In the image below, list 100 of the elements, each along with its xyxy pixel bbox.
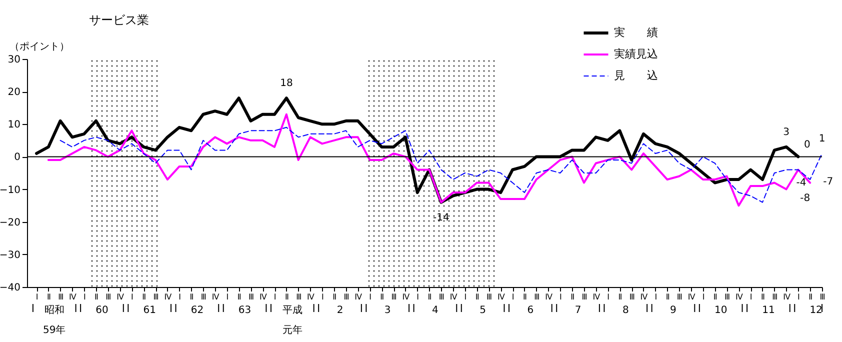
x-tick-label: Ⅳ <box>450 292 458 302</box>
x-tick-label: Ⅳ <box>592 292 601 302</box>
y-axis-title: （ポイント） <box>10 42 70 52</box>
x-tick-label: Ⅰ <box>178 292 182 302</box>
data-label: 3 <box>783 126 790 138</box>
x-tick-label: Ⅰ <box>654 292 658 302</box>
x-tick-label: Ⅰ <box>416 292 420 302</box>
y-tick-label: −20 <box>0 217 20 228</box>
y-tick-label: −40 <box>0 282 20 294</box>
legend-label: 見 込 <box>614 69 658 82</box>
data-label: -4 <box>796 178 806 189</box>
x-tick-label: Ⅳ <box>402 292 410 302</box>
x-tick-label: Ⅱ <box>428 292 432 302</box>
x-tick-label: Ⅳ <box>307 292 316 302</box>
text: 61 <box>143 305 156 316</box>
y-tick-label: 30 <box>8 54 20 66</box>
text: 60 <box>96 305 108 316</box>
x-tick-label: Ⅰ <box>512 292 514 302</box>
x-tick-label: Ⅱ <box>570 292 575 302</box>
x-tick-label: Ⅰ <box>464 292 467 302</box>
x-tick-label: Ⅲ <box>438 292 444 302</box>
data-label: -7 <box>823 176 834 188</box>
x-tick-label: Ⅱ <box>332 292 337 302</box>
chart-title: サービス業 <box>89 13 149 27</box>
x-tick-label: Ⅲ <box>248 292 254 302</box>
legend-label: 実 績 <box>614 26 658 39</box>
x-tick-label: Ⅰ <box>36 292 38 302</box>
x-tick-label: Ⅱ <box>761 292 766 302</box>
x-tick-label: Ⅲ <box>200 292 206 302</box>
x-tick-label: Ⅲ <box>582 292 588 302</box>
x-tick-label: Ⅲ <box>296 292 302 302</box>
x-tick-label: Ⅱ <box>94 292 99 302</box>
y-tick-label: 10 <box>8 120 20 131</box>
text: 63 <box>238 305 252 316</box>
x-tick-label: Ⅱ <box>523 292 527 302</box>
x-tick-label: Ⅰ <box>226 292 229 302</box>
x-tick-label: Ⅱ <box>284 292 289 302</box>
x-tick-label: Ⅲ <box>106 292 112 302</box>
x-tick-label: Ⅳ <box>259 292 268 302</box>
x-tick-label: Ⅰ <box>607 292 610 302</box>
x-tick-label: Ⅰ <box>321 292 324 302</box>
x-tick-label: Ⅱ <box>237 292 242 302</box>
x-tick-label: Ⅳ <box>354 292 363 302</box>
x-tick-label: Ⅱ <box>142 292 146 302</box>
text: 62 <box>190 305 204 316</box>
data-label: 18 <box>280 78 293 90</box>
x-tick-label: Ⅱ <box>475 292 480 302</box>
y-tick-label: −30 <box>0 250 20 261</box>
y-tick-label: −10 <box>0 184 20 196</box>
x-tick-label: Ⅲ <box>344 292 350 302</box>
text: 9 <box>670 305 676 316</box>
x-tick-label: Ⅰ <box>702 292 705 302</box>
legend-label: 実績見込 <box>614 48 658 60</box>
x-tick-label: Ⅳ <box>69 292 78 302</box>
x-tick-label: Ⅳ <box>735 292 744 302</box>
x-tick-label: Ⅳ <box>164 292 172 302</box>
x-tick-label: Ⅳ <box>116 292 125 302</box>
text: 昭和59年 <box>43 304 66 336</box>
x-tick-label: Ⅰ <box>798 292 800 302</box>
x-tick-label: Ⅰ <box>83 292 86 302</box>
data-label: 1 <box>818 133 826 144</box>
text: 4 <box>432 305 438 316</box>
x-tick-label: Ⅲ <box>629 292 635 302</box>
x-tick-label: Ⅱ <box>380 292 384 302</box>
x-tick-label: Ⅲ <box>534 292 540 302</box>
x-tick-label: Ⅳ <box>640 292 648 302</box>
x-tick-label: Ⅲ <box>676 292 682 302</box>
x-tick-label: Ⅳ <box>688 292 696 302</box>
x-tick-label: Ⅱ <box>46 292 51 302</box>
text: 11 <box>762 305 775 316</box>
x-tick-label: Ⅲ <box>58 292 64 302</box>
x-tick-label: Ⅰ <box>750 292 752 302</box>
x-tick-label: Ⅲ <box>772 292 778 302</box>
text: 12 <box>810 305 822 316</box>
text: 7 <box>574 305 582 316</box>
x-tick-label: Ⅳ <box>783 292 792 302</box>
text: 6 <box>527 305 534 316</box>
x-tick-label: Ⅱ <box>808 292 813 302</box>
text: 5 <box>480 305 486 316</box>
data-label: 0 <box>804 140 810 151</box>
text: 2 <box>336 305 344 316</box>
x-tick-label: Ⅲ <box>486 292 492 302</box>
text: 10 <box>714 305 728 316</box>
x-tick-label: Ⅰ <box>131 292 134 302</box>
x-tick-label: Ⅳ <box>212 292 220 302</box>
x-tick-label: Ⅲ <box>391 292 397 302</box>
text: 3 <box>384 305 391 316</box>
x-tick-label: Ⅳ <box>497 292 506 302</box>
x-tick-label: Ⅲ <box>724 292 730 302</box>
data-label: -8 <box>800 192 810 204</box>
x-tick-label: Ⅲ <box>820 292 826 302</box>
x-tick-label: Ⅰ <box>559 292 562 302</box>
x-tick-label: Ⅱ <box>713 292 718 302</box>
x-tick-label: Ⅰ <box>274 292 276 302</box>
x-tick-label: Ⅳ <box>545 292 554 302</box>
data-label: -14 <box>432 212 450 224</box>
x-tick-label: Ⅱ <box>190 292 194 302</box>
x-tick-label: Ⅱ <box>666 292 670 302</box>
x-tick-label: Ⅱ <box>618 292 622 302</box>
text: 平成元年 <box>282 304 302 336</box>
